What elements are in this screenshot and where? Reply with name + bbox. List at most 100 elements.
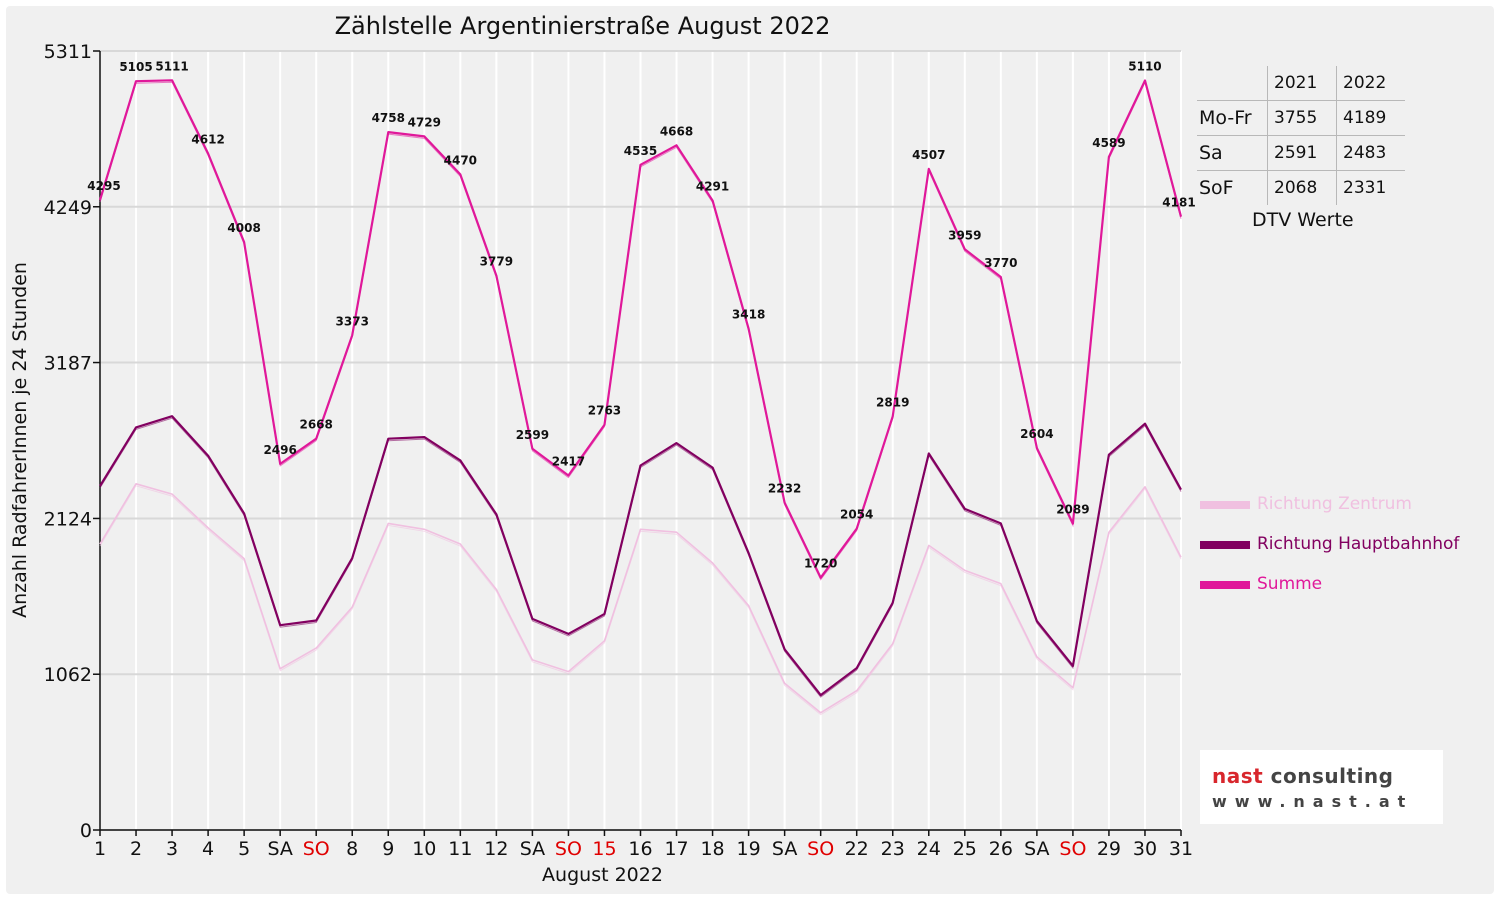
data-label: 5110 xyxy=(1128,59,1161,73)
y-tick-label: 2124 xyxy=(44,508,92,530)
series-line-zentrum xyxy=(99,482,1182,714)
x-axis-label: August 2022 xyxy=(542,864,663,886)
x-tick-label: 18 xyxy=(700,838,724,860)
dtv-row-label: SoF xyxy=(1197,170,1268,205)
logo-url: www.nast.at xyxy=(1212,792,1414,811)
x-tick-label: SA xyxy=(1024,838,1049,860)
x-tick-label: 30 xyxy=(1133,838,1157,860)
data-label: 4470 xyxy=(444,153,477,167)
dtv-header-row: 2021 2022 xyxy=(1197,66,1405,101)
x-tick-label: SA xyxy=(520,838,545,860)
x-tick-label: 4 xyxy=(202,838,214,860)
x-tick-label: 8 xyxy=(346,838,358,860)
x-tick-label: 11 xyxy=(448,838,472,860)
data-label: 3959 xyxy=(948,228,981,242)
x-tick-label: 1 xyxy=(94,838,106,860)
data-label: 5111 xyxy=(155,59,188,73)
dtv-cell: 4189 xyxy=(1336,100,1405,136)
x-tick-label: SA xyxy=(772,838,797,860)
data-label: 5105 xyxy=(119,60,152,74)
dtv-caption: DTV Werte xyxy=(1252,209,1354,231)
data-label: 4612 xyxy=(191,133,224,147)
data-label: 4729 xyxy=(408,115,441,129)
x-tick-label: 3 xyxy=(166,838,178,860)
data-label: 4507 xyxy=(912,148,945,162)
data-label: 4181 xyxy=(1162,196,1195,210)
x-tick-label: SO xyxy=(303,838,330,860)
data-label: 3770 xyxy=(984,256,1017,270)
dtv-cell: 2483 xyxy=(1336,135,1405,171)
data-label: 4589 xyxy=(1092,136,1125,150)
series-layer xyxy=(98,79,1183,716)
x-tick-label: 26 xyxy=(989,838,1013,860)
data-label: 4758 xyxy=(372,111,405,125)
legend-label: Richtung Hauptbahnhof xyxy=(1257,534,1460,554)
legend-label: Summe xyxy=(1257,574,1323,594)
dtv-row-label: Mo-Fr xyxy=(1197,100,1268,136)
x-tick-label: 12 xyxy=(484,838,508,860)
data-label: 2668 xyxy=(299,418,332,432)
dtv-row-label: Sa xyxy=(1197,135,1268,171)
x-tick-label: 2 xyxy=(130,838,142,860)
data-label: 1720 xyxy=(804,557,837,571)
grid-layer xyxy=(100,50,1182,831)
x-tick-label: 9 xyxy=(382,838,394,860)
y-tick-label: 1062 xyxy=(44,664,92,686)
dtv-cell: 3755 xyxy=(1267,100,1337,136)
data-label: 4668 xyxy=(660,124,693,138)
x-tick-label: 19 xyxy=(737,838,761,860)
x-tick-label: SO xyxy=(807,838,834,860)
dtv-table: 2021 2022 Mo-Fr 3755 4189 Sa 2591 2483 S… xyxy=(1197,66,1405,205)
logo-wordmark: nast consulting xyxy=(1212,764,1394,788)
dtv-row: SoF 2068 2331 xyxy=(1197,170,1405,205)
legend-swatch xyxy=(1200,581,1250,589)
company-logo: nast consulting www.nast.at xyxy=(1200,750,1443,824)
dtv-row: Mo-Fr 3755 4189 xyxy=(1197,100,1405,136)
x-tick-label: SO xyxy=(1059,838,1086,860)
x-tick-label: 15 xyxy=(592,838,616,860)
data-label: 2054 xyxy=(840,508,873,522)
x-tick-label: 25 xyxy=(953,838,977,860)
chart-title: Zählstelle Argentinierstraße August 2022 xyxy=(334,12,831,40)
y-tick-label: 0 xyxy=(80,820,92,842)
dtv-cell: 2331 xyxy=(1336,170,1405,205)
legend-swatch xyxy=(1200,501,1250,509)
x-tick-label: 24 xyxy=(917,838,941,860)
y-tick-label: 3187 xyxy=(44,353,92,375)
legend-swatch xyxy=(1200,541,1250,549)
dtv-cell: 2591 xyxy=(1267,135,1337,171)
legend-label: Richtung Zentrum xyxy=(1257,494,1412,514)
x-tick-label: 22 xyxy=(845,838,869,860)
x-tick-label: 16 xyxy=(628,838,652,860)
x-tick-label: 31 xyxy=(1169,838,1193,860)
data-label: 4008 xyxy=(227,221,260,235)
data-label: 2496 xyxy=(263,443,296,457)
data-label: 2599 xyxy=(516,428,549,442)
y-tick-label: 5311 xyxy=(44,41,92,63)
x-tick-label: SA xyxy=(267,838,292,860)
x-tick-label: 10 xyxy=(412,838,436,860)
data-label: 2604 xyxy=(1020,427,1053,441)
data-label: 2089 xyxy=(1056,503,1089,517)
data-label: 4535 xyxy=(624,144,657,158)
data-label: 3779 xyxy=(480,255,513,269)
data-label: 2417 xyxy=(552,454,585,468)
dtv-cell: 2068 xyxy=(1267,170,1337,205)
dtv-row: Sa 2591 2483 xyxy=(1197,135,1405,171)
data-label: 4291 xyxy=(696,180,729,194)
x-tick-label: 29 xyxy=(1097,838,1121,860)
data-label: 3418 xyxy=(732,308,765,322)
data-label: 2763 xyxy=(588,404,621,418)
series-line-hauptbahnhof xyxy=(99,415,1182,697)
data-label: 2819 xyxy=(876,396,909,410)
dtv-header-cell: 2021 xyxy=(1267,66,1337,101)
y-tick-label: 4249 xyxy=(44,197,92,219)
x-tick-label: 17 xyxy=(664,838,688,860)
data-label: 2232 xyxy=(768,482,801,496)
x-tick-label: SO xyxy=(555,838,582,860)
x-tick-label: 5 xyxy=(238,838,250,860)
x-tick-label: 23 xyxy=(881,838,905,860)
